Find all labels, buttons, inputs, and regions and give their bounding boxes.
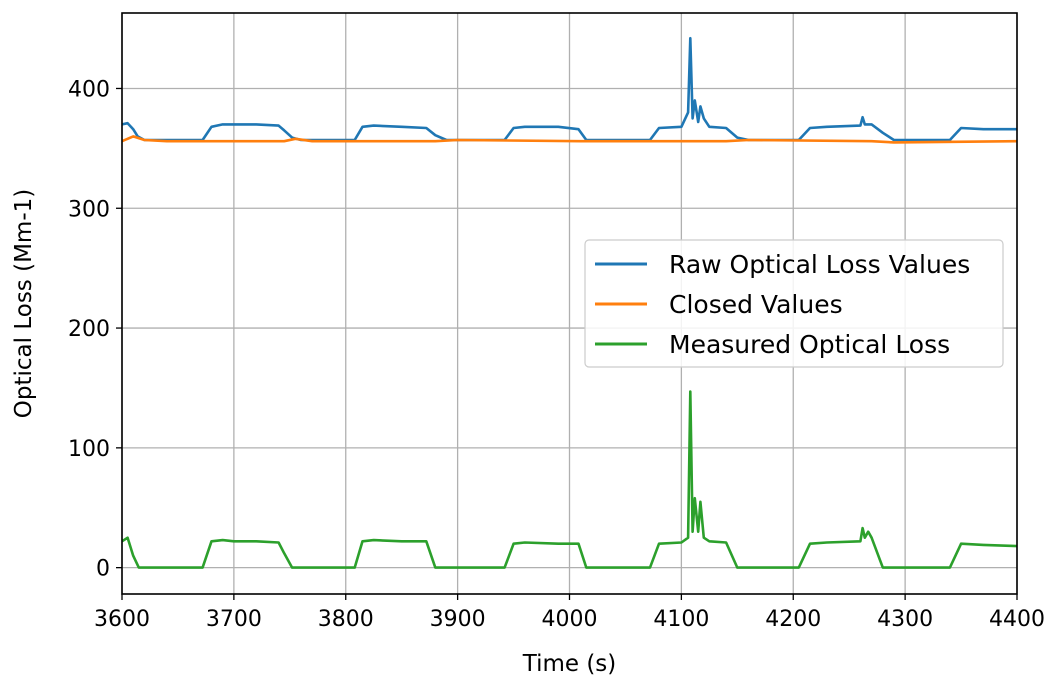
y-tick-label: 100 xyxy=(68,437,110,462)
y-tick-label: 0 xyxy=(96,557,110,582)
x-tick-label: 3700 xyxy=(206,607,262,632)
x-tick-label: 4300 xyxy=(877,607,933,632)
series-line-measured-optical-loss xyxy=(121,390,1018,569)
x-axis-ticks: 3600 3700 3800 3900 4000 4100 4200 4300 4400 xyxy=(94,594,1045,632)
series-line-closed-values xyxy=(121,135,1018,144)
legend-label-measured-optical-loss: Measured Optical Loss xyxy=(669,330,950,359)
y-axis-label: Optical Loss (Mm-1) xyxy=(11,189,37,418)
legend-label-closed-values: Closed Values xyxy=(669,290,843,319)
x-axis-label: Time (s) xyxy=(522,651,617,677)
y-tick-label: 400 xyxy=(68,77,110,102)
legend-box xyxy=(584,239,1004,368)
x-tick-label: 3900 xyxy=(430,607,486,632)
legend-entry: Measured Optical Loss xyxy=(595,330,950,359)
x-tick-label: 4200 xyxy=(765,607,821,632)
x-tick-label: 4400 xyxy=(989,607,1045,632)
legend-entry: Raw Optical Loss Values xyxy=(595,250,970,279)
x-tick-label: 4000 xyxy=(542,607,598,632)
y-axis-ticks: 0 100 200 300 400 xyxy=(68,77,122,582)
series-lines xyxy=(121,36,1018,569)
x-tick-label: 3600 xyxy=(94,607,150,632)
legend-entry: Closed Values xyxy=(595,290,843,319)
x-tick-label: 3800 xyxy=(318,607,374,632)
x-tick-label: 4100 xyxy=(653,607,709,632)
legend: Raw Optical Loss Values Closed Values Me… xyxy=(584,239,1004,368)
legend-label-raw-optical-loss-values: Raw Optical Loss Values xyxy=(669,250,970,279)
y-tick-label: 300 xyxy=(68,197,110,222)
y-tick-label: 200 xyxy=(68,317,110,342)
